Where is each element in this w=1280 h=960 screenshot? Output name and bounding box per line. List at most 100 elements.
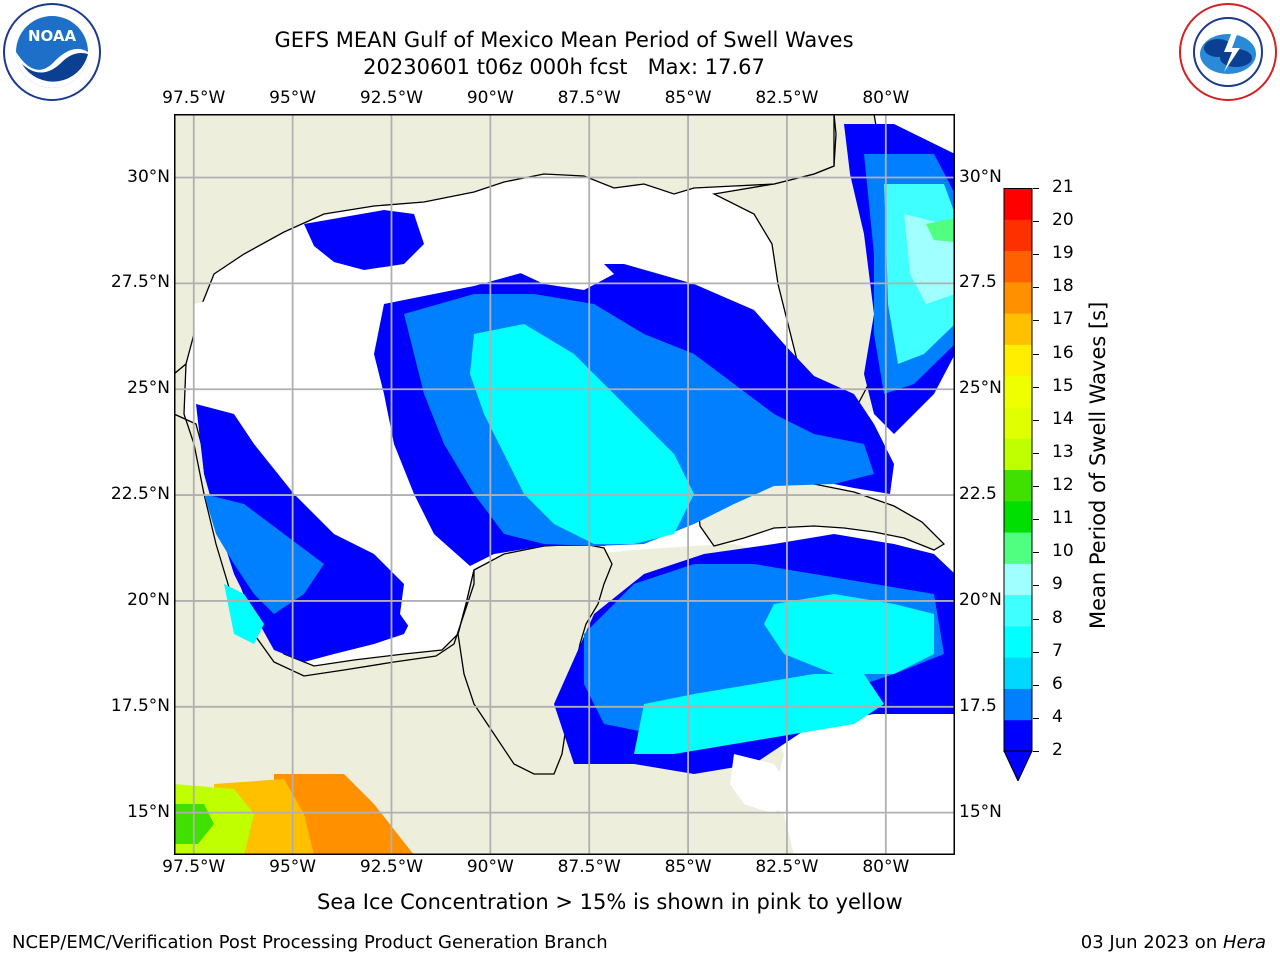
lon-tick-label-bottom: 90°W: [466, 857, 514, 877]
missing-gap-north: [504, 240, 614, 290]
field-blue-nw: [304, 210, 424, 270]
colorbar-tick-label: 7: [1052, 640, 1063, 661]
field-mid-west: [204, 494, 324, 614]
colorbar-tick-mark: [1033, 254, 1039, 256]
colorbar-tick-mark: [1033, 552, 1039, 554]
lon-tick-label-bottom: 87.5°W: [557, 857, 621, 877]
colorbar-tick-mark: [1033, 618, 1039, 620]
chart-subtitle: 20230601 t06z 000h fcst Max: 17.67: [363, 55, 765, 79]
missing-gap-west: [194, 284, 394, 514]
colorbar-segment: [1004, 688, 1032, 721]
pacific-field: [174, 764, 414, 855]
colorbar-frame: [1003, 188, 1033, 752]
lat-tick-label-right: 20°N: [959, 589, 1002, 610]
colorbar-tick-mark: [1033, 287, 1039, 289]
colorbar-segment: [1004, 532, 1032, 564]
colorbar-tick-label: 13: [1052, 441, 1074, 462]
field-cyan-carib: [634, 674, 884, 754]
lat-tick-label-left: 30°N: [127, 166, 170, 187]
map-panel: [174, 114, 955, 855]
lon-tick-label-bottom: 97.5°W: [162, 857, 226, 877]
run-date-text: 03 Jun 2023 on: [1080, 932, 1223, 953]
missing-gap-bay: [400, 574, 464, 634]
colorbar-segment: [1004, 625, 1032, 658]
lat-tick-label-right: 30°N: [959, 166, 1002, 187]
missing-gap-cayman: [730, 754, 794, 814]
colorbar-tick-label: 17: [1052, 309, 1074, 330]
lat-tick-label-left: 27.5°N: [110, 272, 170, 293]
colorbar-tick-mark: [1033, 188, 1039, 189]
map-frame: [174, 114, 955, 855]
field-cyan-carib2: [764, 594, 934, 674]
lat-tick-label-right: 25°N: [959, 378, 1002, 399]
colorbar-segment: [1004, 188, 1032, 220]
colorbar-tick-mark: [1033, 221, 1039, 223]
field-cyan-gulf: [470, 324, 694, 544]
colorbar-tick-mark: [1033, 651, 1039, 653]
colorbar-canvas: [1003, 188, 1033, 783]
map-canvas: [174, 114, 955, 855]
colorbar-tick-mark: [1033, 386, 1039, 388]
missing-gap-carib: [874, 714, 955, 855]
producer-credit: NCEP/EMC/Verification Post Processing Pr…: [12, 932, 608, 953]
swell-field: [194, 124, 955, 855]
colorbar-tick-label: 15: [1052, 375, 1074, 396]
lat-tick-label-right: 22.5: [959, 484, 997, 505]
field-green-atlantic: [926, 218, 955, 242]
colorbar-segment: [1004, 657, 1032, 689]
colorbar-segment: [1004, 219, 1032, 252]
colorbar-tick-mark: [1033, 452, 1039, 454]
colorbar-extend-min: [1003, 750, 1033, 783]
colorbar-tick-mark: [1033, 751, 1039, 752]
colorbar-tick-mark: [1033, 684, 1039, 686]
colorbar-segment: [1004, 250, 1032, 283]
lat-tick-label-left: 22.5°N: [110, 484, 170, 505]
colorbar-tick-mark: [1033, 519, 1039, 521]
svg-text:NOAA: NOAA: [28, 27, 77, 45]
lat-tick-label-left: 25°N: [127, 378, 170, 399]
colorbar: [1003, 188, 1033, 783]
lon-tick-label-top: 85°W: [664, 88, 712, 108]
colorbar-segment: [1004, 469, 1032, 502]
lat-tick-label-right: 27.5: [959, 272, 997, 293]
colorbar-segment: [1004, 563, 1032, 596]
colorbar-tick-label: 11: [1052, 508, 1074, 529]
lat-tick-label-right: 15°N: [959, 801, 1002, 822]
colorbar-tick-label: 18: [1052, 276, 1074, 297]
field-blue-west: [196, 404, 414, 662]
lon-tick-label-top: 87.5°W: [557, 88, 621, 108]
nws-logo: [1178, 2, 1278, 102]
lat-tick-label-left: 20°N: [127, 589, 170, 610]
colorbar-segment: [1004, 594, 1032, 627]
colorbar-tick-mark: [1033, 585, 1039, 587]
colorbar-segment: [1004, 500, 1032, 533]
colorbar-tick-mark: [1033, 353, 1039, 355]
colorbar-tick-label: 10: [1052, 541, 1074, 562]
colorbar-tick-label: 9: [1052, 574, 1063, 595]
lon-tick-label-bottom: 82.5°W: [755, 857, 819, 877]
colorbar-label: Mean Period of Swell Waves [s]: [1086, 301, 1110, 629]
sea-ice-note: Sea Ice Concentration > 15% is shown in …: [317, 890, 903, 914]
lat-tick-label-right: 17.5: [959, 695, 997, 716]
colorbar-tick-label: 6: [1052, 673, 1063, 694]
noaa-logo: NOAA: [2, 2, 102, 102]
colorbar-segment: [1004, 438, 1032, 470]
colorbar-tick-label: 16: [1052, 342, 1074, 363]
grid-lines: [174, 114, 955, 855]
lon-tick-label-top: 90°W: [466, 88, 514, 108]
colorbar-segment: [1004, 313, 1032, 345]
run-date: 03 Jun 2023 on Hera: [1081, 932, 1266, 953]
colorbar-tick-mark: [1033, 419, 1039, 421]
colorbar-tick-label: 19: [1052, 243, 1074, 264]
lon-tick-label-bottom: 80°W: [862, 857, 910, 877]
lon-tick-label-top: 97.5°W: [162, 88, 226, 108]
colorbar-tick-label: 21: [1052, 177, 1074, 197]
colorbar-segment: [1004, 375, 1032, 408]
colorbar-segment: [1004, 344, 1032, 377]
colorbar-tick-mark: [1033, 486, 1039, 488]
colorbar-segment: [1004, 719, 1032, 752]
colorbar-tick-mark: [1033, 320, 1039, 322]
colorbar-tick-label: 14: [1052, 408, 1074, 429]
colorbar-tick-label: 20: [1052, 210, 1074, 231]
colorbar-tick-mark: [1033, 717, 1039, 719]
